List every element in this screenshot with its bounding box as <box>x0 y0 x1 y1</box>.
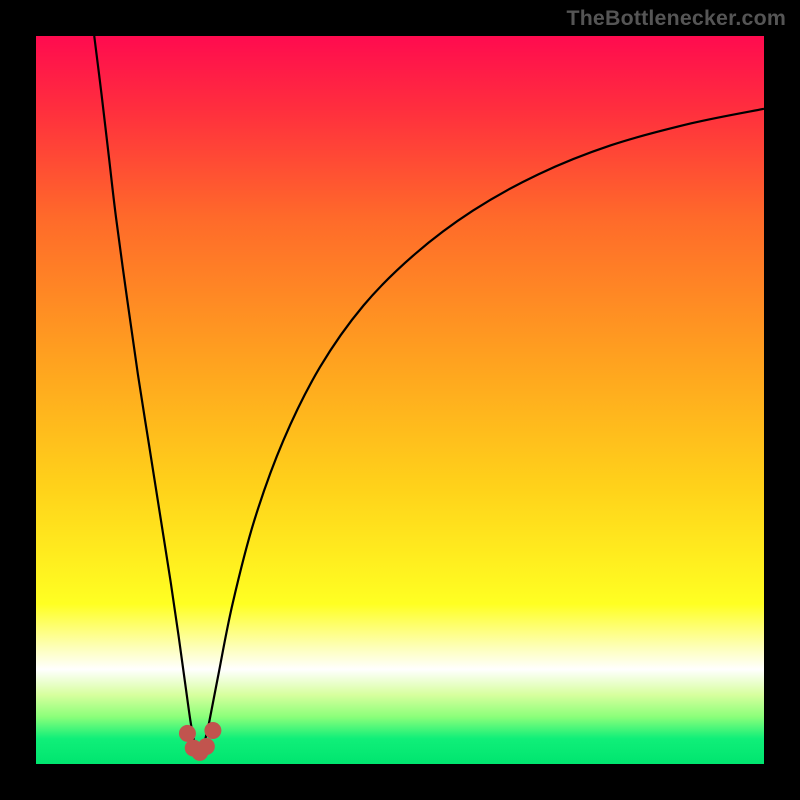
minimum-marker <box>204 722 221 739</box>
minimum-marker <box>198 738 215 755</box>
gradient-background <box>36 36 764 764</box>
stage: TheBottlenecker.com <box>0 0 800 800</box>
bottleneck-plot <box>36 36 764 764</box>
watermark-text: TheBottlenecker.com <box>566 6 786 31</box>
minimum-marker <box>179 725 196 742</box>
